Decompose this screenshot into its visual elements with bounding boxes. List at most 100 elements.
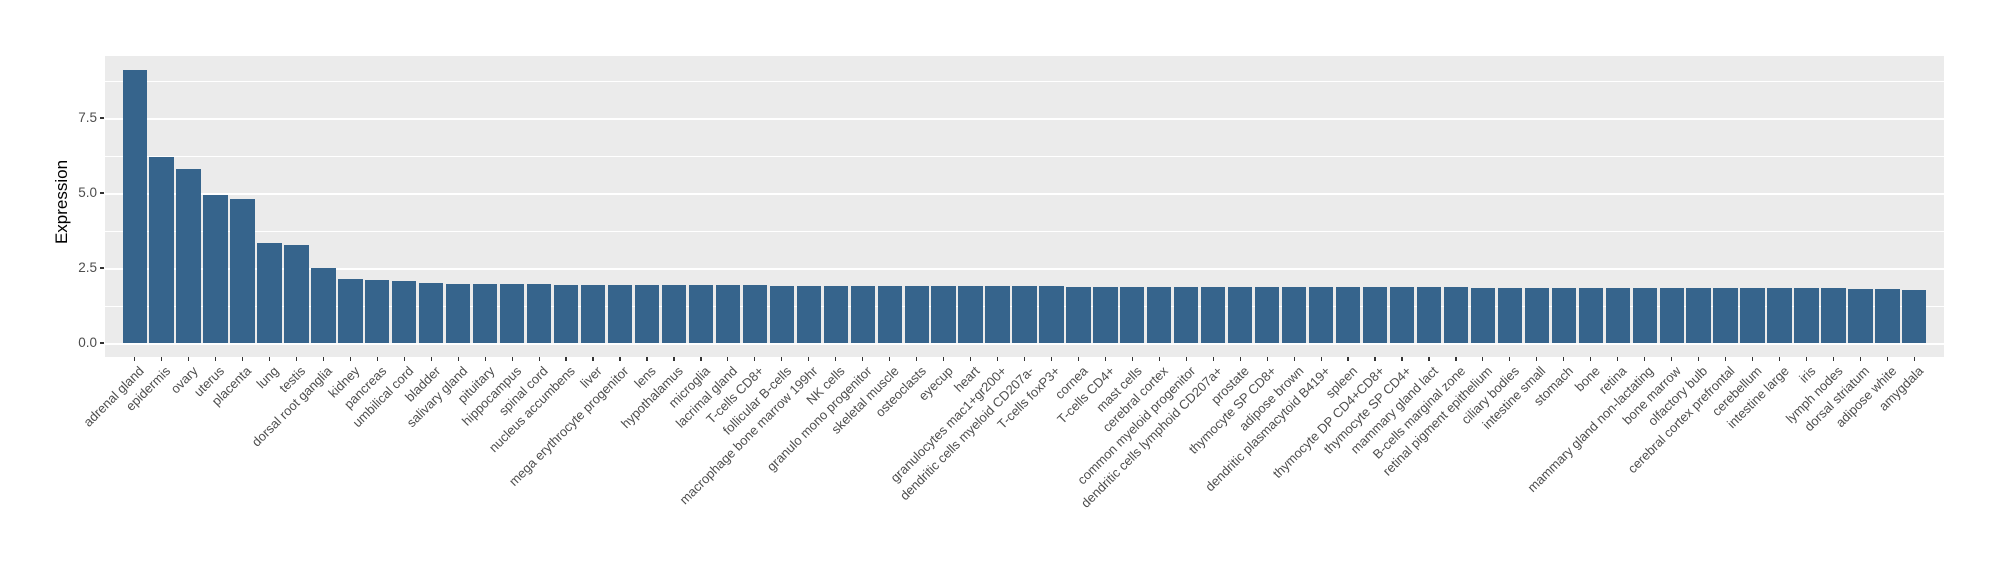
x-tick-mark (376, 357, 378, 361)
bar (1740, 288, 1765, 343)
x-tick-mark (1158, 357, 1160, 361)
x-tick-mark (862, 357, 864, 361)
x-tick-mark (1644, 357, 1646, 361)
bar (1228, 286, 1253, 343)
bar (1012, 286, 1037, 343)
x-tick-mark (1751, 357, 1754, 361)
bar (1416, 287, 1442, 343)
x-tick-mark (457, 357, 459, 361)
plot-panel (105, 56, 1944, 357)
x-tick-mark (1374, 357, 1376, 361)
bar (284, 245, 309, 343)
y-tick-label: 7.5 (78, 110, 97, 125)
x-tick-mark (322, 357, 324, 361)
x-tick-mark (1347, 357, 1349, 361)
x-tick-mark (889, 357, 891, 361)
bar (823, 285, 848, 343)
x-tick-mark (1050, 357, 1053, 361)
x-tick-mark (538, 357, 540, 361)
bar (230, 199, 255, 343)
gridline-major (105, 193, 1944, 195)
bar (500, 284, 525, 343)
y-axis-title: Expression (52, 159, 71, 245)
x-tick-mark (619, 357, 621, 361)
x-tick-mark (700, 357, 702, 361)
x-tick-mark (565, 357, 567, 361)
bar (1039, 286, 1064, 343)
bar (1497, 287, 1522, 343)
bar (904, 286, 929, 343)
x-tick-mark (1131, 357, 1133, 361)
x-tick-mark (916, 357, 918, 361)
x-tick-mark (1590, 357, 1592, 361)
y-tick-label: 0.0 (78, 335, 97, 350)
bar (419, 283, 444, 343)
bar (958, 286, 983, 343)
x-tick-mark (268, 357, 271, 361)
bar (796, 285, 821, 343)
bar (1120, 286, 1145, 343)
bar (446, 283, 471, 343)
x-tick-mark (1536, 357, 1538, 361)
bar (1389, 287, 1415, 343)
bar (1470, 287, 1496, 343)
gridline-major (105, 118, 1944, 120)
bar (1767, 288, 1792, 343)
x-tick-mark (969, 357, 972, 361)
x-tick-mark (1266, 357, 1268, 361)
gridline-minor (105, 230, 1944, 232)
x-tick-mark (1185, 357, 1187, 361)
bar (1524, 287, 1549, 343)
bar (392, 280, 417, 343)
bar (365, 280, 390, 343)
x-tick-label: lung (253, 363, 282, 392)
bar (634, 285, 660, 343)
bar (1255, 286, 1280, 343)
bar (1093, 286, 1118, 343)
x-tick-mark (241, 357, 244, 361)
x-tick-mark (592, 357, 594, 361)
bar (742, 285, 767, 343)
x-tick-mark (673, 357, 675, 361)
bar (1174, 286, 1199, 343)
x-tick-mark (161, 357, 163, 361)
bar (553, 284, 579, 343)
bar (1659, 287, 1684, 343)
x-tick-mark (1320, 357, 1322, 361)
bar (607, 284, 633, 343)
bar (1551, 287, 1576, 343)
bar (1308, 286, 1334, 343)
x-tick-mark (511, 357, 513, 361)
x-tick-mark (1401, 357, 1403, 361)
gridline-minor (105, 80, 1944, 82)
bar (526, 284, 552, 343)
x-tick-mark (781, 357, 783, 361)
x-tick-mark (1482, 357, 1484, 361)
x-tick-mark (646, 357, 648, 361)
x-tick-mark (1023, 357, 1026, 361)
bar (1848, 288, 1873, 343)
x-tick-mark (835, 357, 837, 361)
bar (769, 285, 794, 343)
x-tick-mark (134, 357, 136, 361)
bar (311, 268, 336, 343)
bar (338, 278, 363, 343)
x-tick-mark (1671, 357, 1673, 361)
x-tick-mark (1724, 357, 1727, 361)
x-tick-mark (1886, 357, 1888, 361)
bar (1713, 288, 1738, 343)
bar (1821, 288, 1846, 343)
x-tick-mark (349, 357, 351, 361)
bar (1201, 286, 1226, 343)
x-tick-mark (996, 357, 999, 361)
y-tick-mark (100, 192, 104, 194)
bar (1443, 287, 1469, 343)
y-tick-mark (100, 117, 104, 119)
gridline-major (105, 268, 1944, 270)
gridline-major (105, 343, 1944, 345)
y-tick-label: 5.0 (78, 185, 97, 200)
bar (1282, 286, 1307, 343)
x-tick-mark (1617, 357, 1619, 361)
x-tick-mark (1913, 357, 1915, 361)
